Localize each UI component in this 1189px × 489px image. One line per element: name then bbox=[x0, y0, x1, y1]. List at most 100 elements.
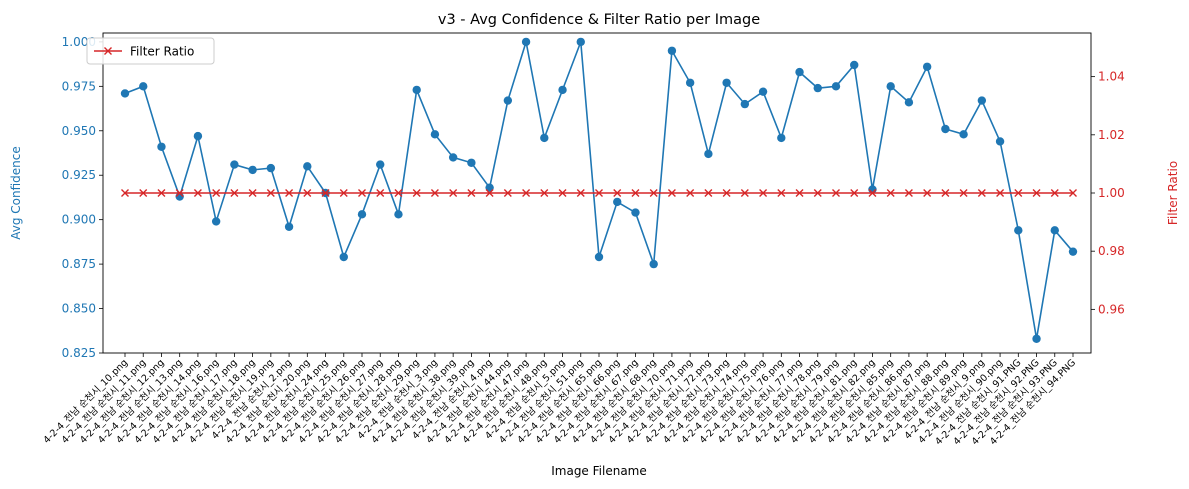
data-point-avg-confidence bbox=[139, 82, 148, 91]
left-y-tick-label: 0.900 bbox=[62, 213, 96, 227]
data-point-avg-confidence bbox=[1032, 334, 1041, 343]
data-point-avg-confidence bbox=[485, 183, 494, 192]
data-point-filter-ratio bbox=[485, 189, 494, 197]
data-point-avg-confidence bbox=[777, 133, 786, 143]
data-point-filter-ratio bbox=[704, 189, 713, 197]
data-point-filter-ratio bbox=[923, 189, 932, 197]
data-point-filter-ratio bbox=[850, 189, 859, 197]
data-point-avg-confidence bbox=[959, 130, 968, 139]
data-point-avg-confidence bbox=[503, 96, 513, 105]
data-point-filter-ratio bbox=[430, 189, 439, 197]
data-point-avg-confidence bbox=[977, 96, 987, 105]
data-point-avg-confidence bbox=[157, 142, 166, 151]
right-y-tick-label: 1.02 bbox=[1098, 128, 1125, 142]
data-point-filter-ratio bbox=[139, 189, 148, 197]
right-y-axis: 0.96 0.98 1.00 1.02 1.04 bbox=[1091, 70, 1125, 316]
data-point-avg-confidence bbox=[631, 208, 640, 217]
data-point-avg-confidence bbox=[685, 78, 695, 87]
data-point-avg-confidence bbox=[576, 37, 585, 47]
data-point-avg-confidence bbox=[211, 217, 221, 226]
legend: Filter Ratio bbox=[86, 37, 215, 65]
data-point-avg-confidence bbox=[813, 83, 822, 93]
data-point-avg-confidence bbox=[831, 82, 841, 91]
data-point-avg-confidence bbox=[248, 165, 257, 175]
series-layer bbox=[120, 37, 1078, 343]
left-y-axis-title: Avg Confidence bbox=[9, 146, 23, 240]
data-point-filter-ratio bbox=[339, 189, 348, 197]
data-point-filter-ratio bbox=[686, 189, 695, 197]
data-point-avg-confidence bbox=[850, 60, 859, 70]
data-point-filter-ratio bbox=[886, 189, 895, 197]
data-point-avg-confidence bbox=[284, 222, 294, 231]
data-point-avg-confidence bbox=[394, 210, 403, 219]
data-point-filter-ratio bbox=[777, 189, 786, 197]
data-point-filter-ratio bbox=[540, 189, 549, 197]
data-point-avg-confidence bbox=[412, 85, 421, 95]
data-point-filter-ratio bbox=[740, 189, 749, 197]
legend-label-filter-ratio: Filter Ratio bbox=[130, 45, 194, 59]
data-point-filter-ratio bbox=[941, 189, 950, 197]
data-point-filter-ratio bbox=[321, 189, 330, 197]
left-y-tick-label: 0.950 bbox=[62, 124, 96, 138]
data-point-filter-ratio bbox=[503, 189, 512, 197]
right-y-tick-label: 0.98 bbox=[1098, 244, 1125, 258]
data-point-avg-confidence bbox=[1014, 226, 1023, 235]
data-point-avg-confidence bbox=[941, 124, 950, 134]
data-point-filter-ratio bbox=[1050, 189, 1059, 197]
data-point-filter-ratio bbox=[613, 189, 622, 197]
data-point-avg-confidence bbox=[1050, 226, 1059, 235]
data-point-filter-ratio bbox=[1069, 189, 1077, 197]
data-point-avg-confidence bbox=[467, 158, 476, 167]
data-point-filter-ratio bbox=[394, 189, 403, 197]
chart-title: v3 - Avg Confidence & Filter Ratio per I… bbox=[438, 12, 760, 28]
data-point-filter-ratio bbox=[121, 189, 129, 197]
data-point-filter-ratio bbox=[576, 189, 585, 197]
data-point-filter-ratio bbox=[996, 189, 1005, 197]
data-point-avg-confidence bbox=[758, 87, 768, 96]
legend-box bbox=[86, 37, 215, 65]
left-y-tick-label: 0.850 bbox=[62, 302, 96, 316]
data-point-avg-confidence bbox=[795, 67, 804, 77]
data-point-avg-confidence bbox=[120, 89, 130, 98]
data-point-avg-confidence bbox=[649, 259, 658, 269]
data-point-avg-confidence bbox=[521, 37, 531, 47]
data-point-avg-confidence bbox=[613, 197, 622, 207]
left-y-tick-label: 0.825 bbox=[62, 346, 96, 360]
data-point-filter-ratio bbox=[449, 189, 458, 197]
data-point-avg-confidence bbox=[193, 131, 203, 141]
data-point-avg-confidence bbox=[904, 98, 914, 107]
data-point-filter-ratio bbox=[649, 189, 658, 197]
data-point-filter-ratio bbox=[175, 189, 184, 197]
data-point-avg-confidence bbox=[704, 149, 713, 159]
data-point-avg-confidence bbox=[339, 252, 348, 262]
data-point-avg-confidence bbox=[540, 133, 549, 143]
data-point-avg-confidence bbox=[230, 160, 239, 169]
data-point-filter-ratio bbox=[157, 189, 166, 197]
left-y-tick-label: 0.875 bbox=[62, 257, 96, 271]
data-point-filter-ratio bbox=[595, 189, 603, 197]
data-point-avg-confidence bbox=[448, 153, 458, 162]
data-point-filter-ratio bbox=[522, 189, 531, 197]
data-point-filter-ratio bbox=[1014, 189, 1023, 197]
data-point-filter-ratio bbox=[193, 189, 202, 197]
legend-marker-x-icon bbox=[104, 47, 112, 55]
data-point-filter-ratio bbox=[212, 189, 221, 197]
data-point-filter-ratio bbox=[558, 189, 567, 197]
data-point-filter-ratio bbox=[667, 189, 676, 197]
data-point-avg-confidence bbox=[922, 62, 932, 71]
data-point-avg-confidence bbox=[357, 210, 367, 219]
data-point-filter-ratio bbox=[358, 189, 366, 197]
data-point-avg-confidence bbox=[594, 252, 604, 262]
data-point-filter-ratio bbox=[868, 189, 877, 197]
right-y-tick-label: 1.00 bbox=[1098, 186, 1125, 200]
data-point-filter-ratio bbox=[631, 189, 640, 197]
data-point-filter-ratio bbox=[959, 189, 968, 197]
left-y-tick-label: 0.925 bbox=[62, 168, 96, 182]
data-point-filter-ratio bbox=[248, 189, 257, 197]
left-y-tick-label: 0.975 bbox=[62, 79, 96, 93]
data-point-avg-confidence bbox=[740, 99, 750, 109]
data-point-avg-confidence bbox=[1068, 247, 1078, 256]
data-point-filter-ratio bbox=[285, 189, 294, 197]
